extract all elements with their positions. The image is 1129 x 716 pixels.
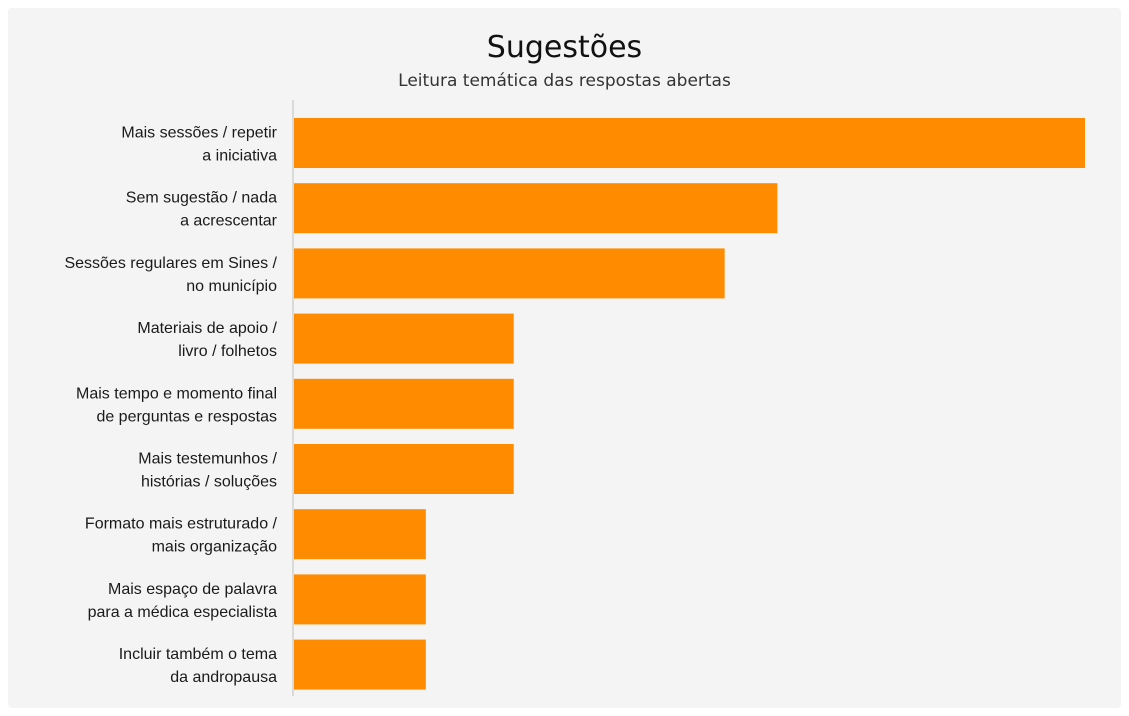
- category-label: Mais tempo e momento final de perguntas e…: [76, 385, 277, 425]
- chart-subtitle: Leitura temática das respostas abertas: [398, 71, 731, 91]
- chart-title: Sugestões: [486, 30, 643, 65]
- bar: [294, 574, 426, 625]
- bar: [294, 118, 1085, 168]
- category-label: Incluir também o tema da andropausa: [119, 646, 277, 686]
- bar: [294, 313, 514, 364]
- bar: [294, 509, 426, 560]
- category-label: Sessões regulares em Sines / no município: [64, 255, 277, 295]
- chart-panel: Sugestões Leitura temática das respostas…: [8, 8, 1121, 708]
- category-label: Materiais de apoio / livro / folhetos: [137, 320, 277, 360]
- category-label: Mais sessões / repetir a iniciativa: [121, 125, 277, 165]
- bar: [294, 639, 426, 690]
- bar: [294, 378, 514, 429]
- category-label: Mais testemunhos / histórias / soluções: [138, 451, 277, 491]
- bar: [294, 444, 514, 494]
- bar-chart: Mais sessões / repetir a iniciativa Sem su…: [64, 100, 1085, 696]
- category-label: Mais espaço de palavra para a médica espe…: [88, 581, 278, 621]
- bar: [294, 248, 725, 299]
- bar: [294, 183, 778, 234]
- category-label: Formato mais estruturado / mais organizaç…: [85, 516, 278, 556]
- category-label: Sem sugestão / nada a acrescentar: [126, 190, 278, 230]
